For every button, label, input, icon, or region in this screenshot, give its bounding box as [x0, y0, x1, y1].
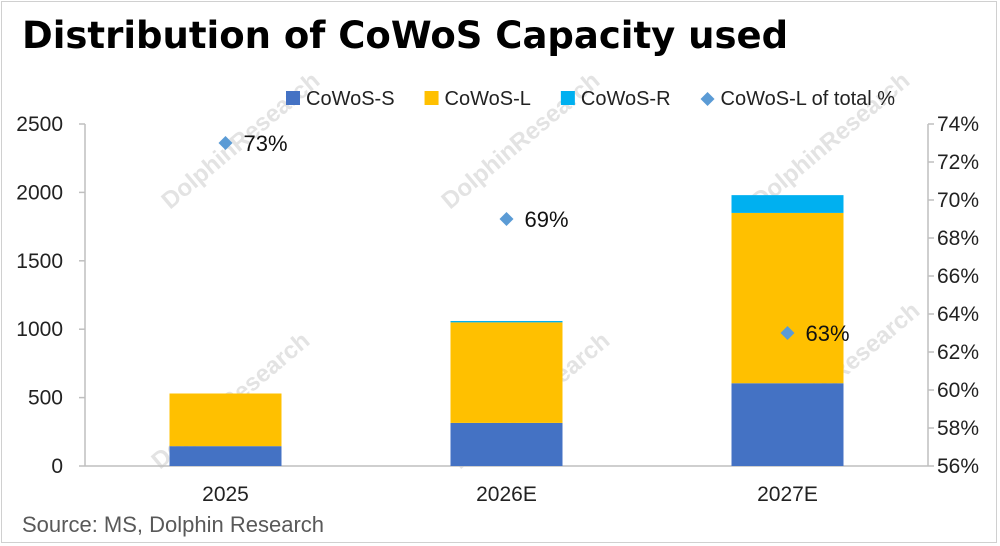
legend-label: CoWoS-L	[445, 88, 531, 110]
y2-tick-label: 74%	[937, 113, 979, 136]
y2-tick-label: 62%	[937, 341, 979, 364]
percent-marker	[499, 212, 514, 226]
x-tick-label: 2025	[202, 483, 249, 506]
legend-marker-percent	[700, 92, 715, 106]
bar-cowos-s-2025	[169, 446, 282, 466]
watermark-text: DolphinResearch	[157, 67, 326, 215]
bar-cowos-l-2026e	[450, 322, 563, 423]
source-note: Source: MS, Dolphin Research	[22, 512, 325, 537]
bar-cowos-r-2027e	[731, 195, 844, 213]
percent-data-label: 73%	[244, 131, 288, 156]
y2-tick-label: 68%	[937, 227, 979, 250]
y2-tick-label: 58%	[937, 417, 979, 440]
percent-marker	[218, 136, 233, 150]
legend-label: CoWoS-S	[306, 88, 395, 110]
y2-tick-label: 64%	[937, 303, 979, 326]
y-tick-label: 1500	[16, 250, 63, 273]
bar-cowos-l-2027e	[731, 212, 844, 384]
y-tick-label: 1000	[16, 318, 63, 341]
percent-data-label: 63%	[806, 321, 850, 346]
legend-swatch-cowos-l	[424, 91, 439, 105]
axes: 0 500 1000 1500 2000 2500 56% 58% 60% 62% 64% 66% 68…	[16, 113, 979, 506]
bar-cowos-s-2026e	[450, 422, 563, 466]
y-tick-label: 0	[51, 455, 63, 478]
y2-tick-label: 72%	[937, 151, 979, 174]
legend-swatch-cowos-s	[286, 91, 300, 105]
legend: CoWoS-S CoWoS-L CoWoS-R CoWoS-L of total %	[286, 88, 895, 110]
bar-cowos-r-2026e	[450, 320, 563, 323]
x-tick-label: 2026E	[476, 483, 537, 506]
y2-tick-label: 60%	[937, 379, 979, 402]
x-tick-label: 2027E	[757, 483, 818, 506]
legend-label: CoWoS-R	[581, 88, 671, 110]
legend-swatch-cowos-r	[560, 91, 575, 105]
legend-label: CoWoS-L of total %	[721, 88, 896, 110]
percent-data-label: 69%	[525, 207, 569, 232]
y2-tick-label: 70%	[937, 189, 979, 212]
bar-series	[169, 195, 844, 466]
y-tick-label: 2000	[16, 181, 63, 204]
y2-tick-label: 56%	[937, 455, 979, 478]
y-tick-label: 2500	[16, 113, 63, 136]
y-tick-label: 500	[28, 387, 63, 410]
percent-marker	[780, 326, 795, 340]
bar-cowos-s-2027e	[731, 383, 844, 466]
percent-series: 73% 69% 63%	[218, 131, 850, 346]
chart-title: Distribution of CoWoS Capacity used	[22, 14, 789, 57]
y2-tick-label: 66%	[937, 265, 979, 288]
bar-cowos-l-2025	[169, 393, 282, 447]
